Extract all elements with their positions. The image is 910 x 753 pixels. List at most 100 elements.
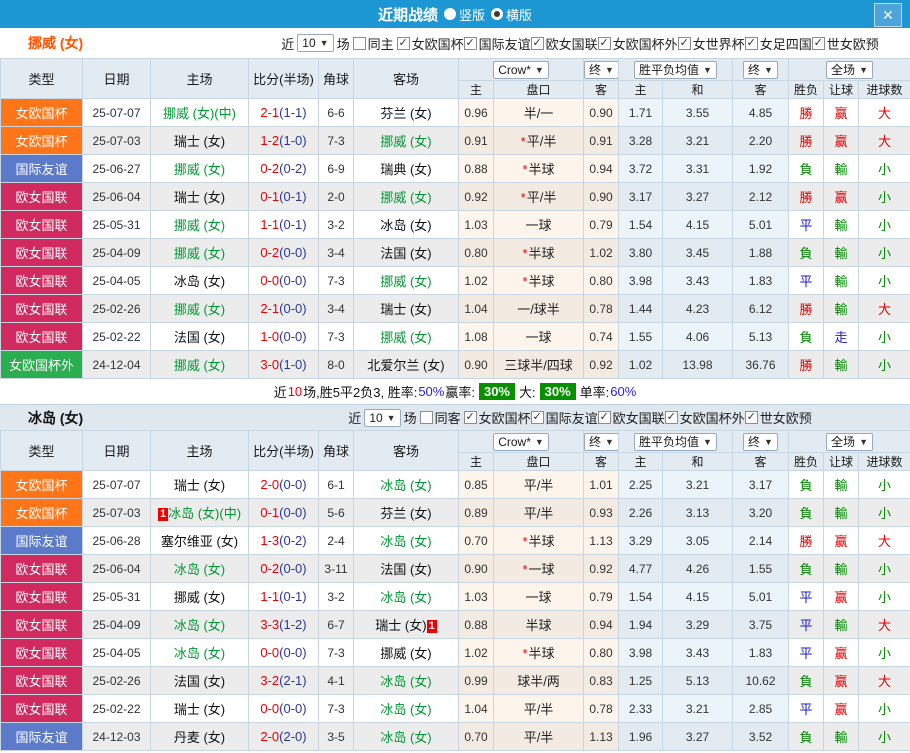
same-venue-checkbox[interactable]: 同主 xyxy=(352,34,394,53)
goals-result: 小 xyxy=(857,694,910,723)
avg-away-odds: 2.14 xyxy=(732,526,789,555)
handicap-result: 赢 xyxy=(823,98,859,127)
league-filter-checkbox[interactable]: ✓ 女欧国杯外 xyxy=(664,408,745,427)
close-button[interactable]: ✕ xyxy=(874,3,902,27)
corner-count: 6-9 xyxy=(318,154,354,183)
col-header-away: 客场 xyxy=(353,58,459,99)
avg-away-odds: 1.92 xyxy=(732,154,789,183)
league-filter-checkbox[interactable]: ✓ 世女欧预 xyxy=(744,408,812,427)
halftime-score: (1-0) xyxy=(279,357,307,372)
avg-time-select[interactable]: 终 ▼ xyxy=(743,60,778,79)
checkbox-icon: ✓ xyxy=(597,36,611,50)
goals-result: 大 xyxy=(857,666,910,695)
odds-time-select[interactable]: 终 ▼ xyxy=(584,60,618,79)
chevron-down-icon: ▼ xyxy=(859,436,868,447)
closed-odds-marker: * xyxy=(522,162,528,177)
sub-header: 和 xyxy=(662,452,733,471)
league-filter-checkbox[interactable]: ✓ 欧女国联 xyxy=(530,34,598,53)
score-cell: 3-2(2-1) xyxy=(248,666,319,695)
league-filter-checkbox[interactable]: ✓ 国际友谊 xyxy=(463,34,531,53)
layout-radio-horizontal[interactable]: 横版 xyxy=(491,5,532,24)
team-cell: 法国 (女) xyxy=(150,322,249,351)
avg-home-odds: 1.02 xyxy=(618,350,663,379)
avg-away-odds: 5.01 xyxy=(732,210,789,239)
chevron-down-icon: ▼ xyxy=(764,64,773,75)
sub-header: 和 xyxy=(662,80,733,99)
summary-segment: 单率: xyxy=(579,385,610,400)
avg-time-select[interactable]: 终 ▼ xyxy=(743,432,778,451)
league-filter-checkbox[interactable]: ✓ 女欧国杯 xyxy=(463,408,531,427)
odds-time-header: 终 ▼ xyxy=(583,430,619,453)
handicap-result: 輸 xyxy=(823,266,859,295)
handicap-result: 輸 xyxy=(823,238,859,267)
league-filter-checkbox[interactable]: ✓ 女欧国杯 xyxy=(396,34,464,53)
scope-select[interactable]: 全场 ▼ xyxy=(826,432,873,451)
odds-time-select[interactable]: 终 ▼ xyxy=(584,432,618,451)
match-count-select[interactable]: 10 ▼ xyxy=(364,408,401,427)
odds-company-select[interactable]: Crow* ▼ xyxy=(493,60,549,79)
handicap-result: 赢 xyxy=(823,666,859,695)
league-filter-checkbox[interactable]: ✓ 女足四国 xyxy=(744,34,812,53)
handicap-result: 輸 xyxy=(823,554,859,583)
league-filter-checkbox[interactable]: ✓ 世女欧预 xyxy=(811,34,879,53)
odds-company-value: Crow* xyxy=(498,434,531,449)
matches-label: 场 xyxy=(336,36,350,52)
handicap-text: 半球 xyxy=(528,646,555,661)
league-badge: 欧女国联 xyxy=(0,610,83,639)
handicap-result: 赢 xyxy=(823,526,859,555)
score-cell: 1-1(0-1) xyxy=(248,582,319,611)
handicap-text: 一球 xyxy=(525,590,552,605)
chevron-down-icon: ▼ xyxy=(534,64,544,75)
avg-home-odds: 1.54 xyxy=(618,582,663,611)
league-filter-checkbox[interactable]: ✓ 欧女国联 xyxy=(597,408,665,427)
score-cell: 2-0(2-0) xyxy=(248,722,319,751)
closed-odds-marker: * xyxy=(522,534,528,549)
team-cell: 挪威 (女) xyxy=(150,294,249,323)
handicap-result: 赢 xyxy=(823,126,859,155)
avg-odds-select[interactable]: 胜平负均值 ▼ xyxy=(634,432,717,451)
team-cell: 冰岛 (女) xyxy=(353,470,459,499)
scope-value: 全场 xyxy=(831,434,856,449)
team-name-text: 瑞士 (女) xyxy=(173,702,226,717)
avg-draw-odds: 3.21 xyxy=(662,126,733,155)
scope-group-header: 全场 ▼ xyxy=(787,58,910,81)
radio-icon xyxy=(491,8,503,20)
handicap-result: 走 xyxy=(823,322,859,351)
same-venue-checkbox[interactable]: 同客 xyxy=(419,408,461,427)
league-filter-checkbox[interactable]: ✓ 女欧国杯外 xyxy=(597,34,678,53)
match-date: 25-06-04 xyxy=(82,182,151,211)
avg-odds-select[interactable]: 胜平负均值 ▼ xyxy=(634,60,717,79)
team-cell: 芬兰 (女) xyxy=(353,98,459,127)
handicap-cell: *半球 xyxy=(493,266,584,295)
col-header-score: 比分(半场) xyxy=(248,58,319,99)
handicap-result: 輸 xyxy=(823,154,859,183)
red-card-badge: 1 xyxy=(157,508,169,521)
team-name-text: 挪威 (女) xyxy=(173,218,226,233)
halftime-score: (2-0) xyxy=(279,729,307,744)
match-count-select[interactable]: 10 ▼ xyxy=(297,34,334,52)
checkbox-icon xyxy=(352,36,366,50)
summary-segment: 30% xyxy=(539,383,576,400)
odds-company-select[interactable]: Crow* ▼ xyxy=(493,432,549,451)
avg-home-odds: 1.44 xyxy=(618,294,663,323)
avg-draw-odds: 4.06 xyxy=(662,322,733,351)
handicap-result: 赢 xyxy=(823,638,859,667)
match-date: 25-07-03 xyxy=(82,126,151,155)
match-row: 欧女国联 25-04-05 冰岛 (女) 0-0(0-0) 7-3 挪威 (女) 1.02 *… xyxy=(0,266,910,295)
league-filter-checkbox[interactable]: ✓ 国际友谊 xyxy=(530,408,598,427)
layout-radio-vertical[interactable]: 竖版 xyxy=(443,5,485,24)
match-date: 25-07-07 xyxy=(82,470,151,499)
sub-header: 客 xyxy=(732,80,789,99)
avg-time-value: 终 xyxy=(748,62,761,77)
scope-select[interactable]: 全场 ▼ xyxy=(826,60,873,79)
team-name-text: 瑞士 (女) xyxy=(375,618,427,633)
team-cell: 瑞士 (女) xyxy=(150,470,249,499)
goals-result: 小 xyxy=(857,554,910,583)
halftime-score: (0-1) xyxy=(279,217,307,232)
handicap-cell: *平/半 xyxy=(493,126,584,155)
league-filter-checkbox[interactable]: ✓ 女世界杯 xyxy=(677,34,745,53)
fulltime-score: 1-1 xyxy=(260,589,280,604)
radio-label: 横版 xyxy=(506,7,533,23)
crow-away-odds: 0.83 xyxy=(583,666,619,695)
match-date: 25-04-05 xyxy=(82,266,151,295)
